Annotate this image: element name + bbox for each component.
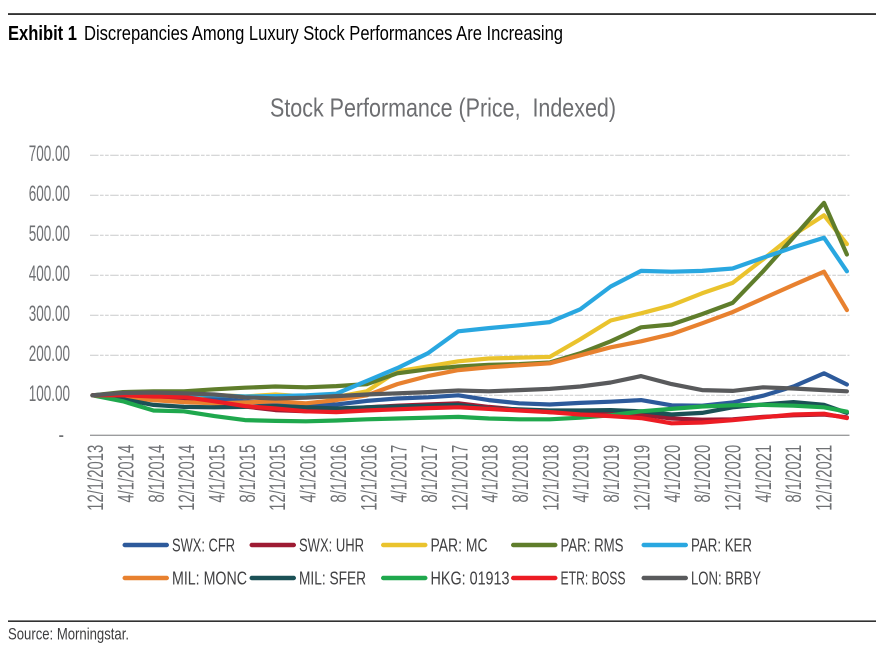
svg-text:8/1/2018: 8/1/2018	[508, 445, 533, 503]
svg-text:8/1/2019: 8/1/2019	[599, 445, 624, 503]
svg-text:4/1/2020: 4/1/2020	[660, 445, 685, 503]
svg-text:4/1/2014: 4/1/2014	[113, 445, 138, 503]
svg-text:8/1/2020: 8/1/2020	[690, 445, 715, 503]
svg-text:PAR: MC: PAR: MC	[431, 536, 488, 556]
svg-text:12/1/2013: 12/1/2013	[83, 445, 108, 511]
svg-text:-: -	[59, 422, 65, 447]
svg-text:12/1/2020: 12/1/2020	[721, 445, 746, 511]
svg-text:PAR: RMS: PAR: RMS	[561, 536, 624, 556]
svg-text:4/1/2018: 4/1/2018	[478, 445, 503, 503]
svg-text:Discrepancies Among Luxury Sto: Discrepancies Among Luxury Stock Perform…	[84, 23, 563, 45]
svg-text:600.00: 600.00	[29, 181, 70, 206]
svg-text:4/1/2019: 4/1/2019	[569, 445, 594, 503]
svg-text:12/1/2021: 12/1/2021	[812, 445, 837, 511]
svg-text:MIL: SFER: MIL: SFER	[299, 569, 366, 589]
svg-text:4/1/2016: 4/1/2016	[296, 445, 321, 503]
svg-text:4/1/2015: 4/1/2015	[205, 445, 230, 503]
svg-text:4/1/2021: 4/1/2021	[751, 445, 776, 503]
svg-text:Source: Morningstar.: Source: Morningstar.	[8, 625, 129, 644]
svg-text:8/1/2017: 8/1/2017	[417, 445, 442, 503]
svg-text:4/1/2017: 4/1/2017	[387, 445, 412, 503]
svg-text:300.00: 300.00	[29, 301, 70, 326]
svg-text:400.00: 400.00	[29, 261, 70, 286]
svg-text:8/1/2015: 8/1/2015	[235, 445, 260, 503]
svg-text:Stock Performance (Price, Ind: Stock Performance (Price, Indexed)	[270, 93, 616, 123]
svg-text:12/1/2019: 12/1/2019	[629, 445, 654, 511]
svg-text:12/1/2018: 12/1/2018	[538, 445, 563, 511]
svg-text:700.00: 700.00	[29, 141, 70, 166]
svg-text:500.00: 500.00	[29, 221, 70, 246]
svg-text:12/1/2016: 12/1/2016	[356, 445, 381, 511]
svg-text:MIL: MONC: MIL: MONC	[172, 569, 247, 589]
svg-text:LON: BRBY: LON: BRBY	[691, 569, 761, 589]
svg-text:SWX: UHR: SWX: UHR	[299, 536, 364, 556]
svg-text:PAR: KER: PAR: KER	[691, 536, 752, 556]
svg-text:12/1/2015: 12/1/2015	[265, 445, 290, 511]
svg-text:Exhibit 1: Exhibit 1	[8, 23, 77, 45]
svg-text:100.00: 100.00	[29, 381, 70, 406]
svg-text:8/1/2016: 8/1/2016	[326, 445, 351, 503]
svg-text:8/1/2021: 8/1/2021	[781, 445, 806, 503]
svg-text:ETR: BOSS: ETR: BOSS	[561, 569, 626, 589]
svg-text:12/1/2014: 12/1/2014	[174, 445, 199, 511]
svg-text:HKG: 01913: HKG: 01913	[431, 569, 510, 589]
svg-text:8/1/2014: 8/1/2014	[144, 445, 169, 503]
svg-text:SWX: CFR: SWX: CFR	[172, 536, 235, 556]
svg-text:200.00: 200.00	[29, 341, 70, 366]
svg-text:12/1/2017: 12/1/2017	[447, 445, 472, 511]
